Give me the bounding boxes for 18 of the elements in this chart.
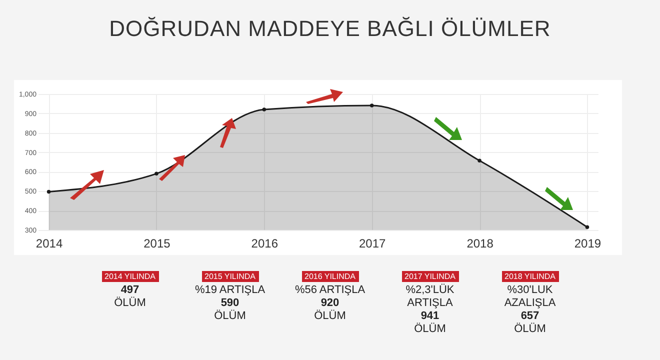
point: [46, 190, 51, 194]
x-tick-label: 2014: [36, 236, 63, 250]
x-tick-label: 2019: [574, 236, 602, 250]
point: [585, 225, 590, 229]
text: 2014 YILINDA 497 ÖLÜM: [104, 271, 156, 310]
point: [154, 172, 158, 176]
text: 2016 YILINDA %56 ARTIŞLA 920 ÖLÜM: [294, 271, 366, 323]
text: 2015 YILINDA %19 ARTIŞLA 590 ÖLÜM: [194, 271, 266, 323]
x-tick-label: 2018: [466, 236, 494, 250]
point: [370, 104, 374, 108]
text: 2018 YILINDA %30'LUK AZALIŞLA 657 ÖLÜM: [503, 271, 557, 336]
point: [262, 108, 266, 112]
text: 2017 YILINDA %2,3'LÜK ARTIŞLA 941 ÖLÜM: [404, 271, 456, 336]
point: [478, 158, 482, 163]
chart-title: DOĞRUDAN MADDEYE BAĞLI ÖLÜMLER: [108, 15, 552, 43]
x-tick-label: 2016: [251, 236, 278, 250]
x-tick-label: 2017: [358, 236, 386, 250]
x-tick-label: 2015: [144, 236, 171, 250]
